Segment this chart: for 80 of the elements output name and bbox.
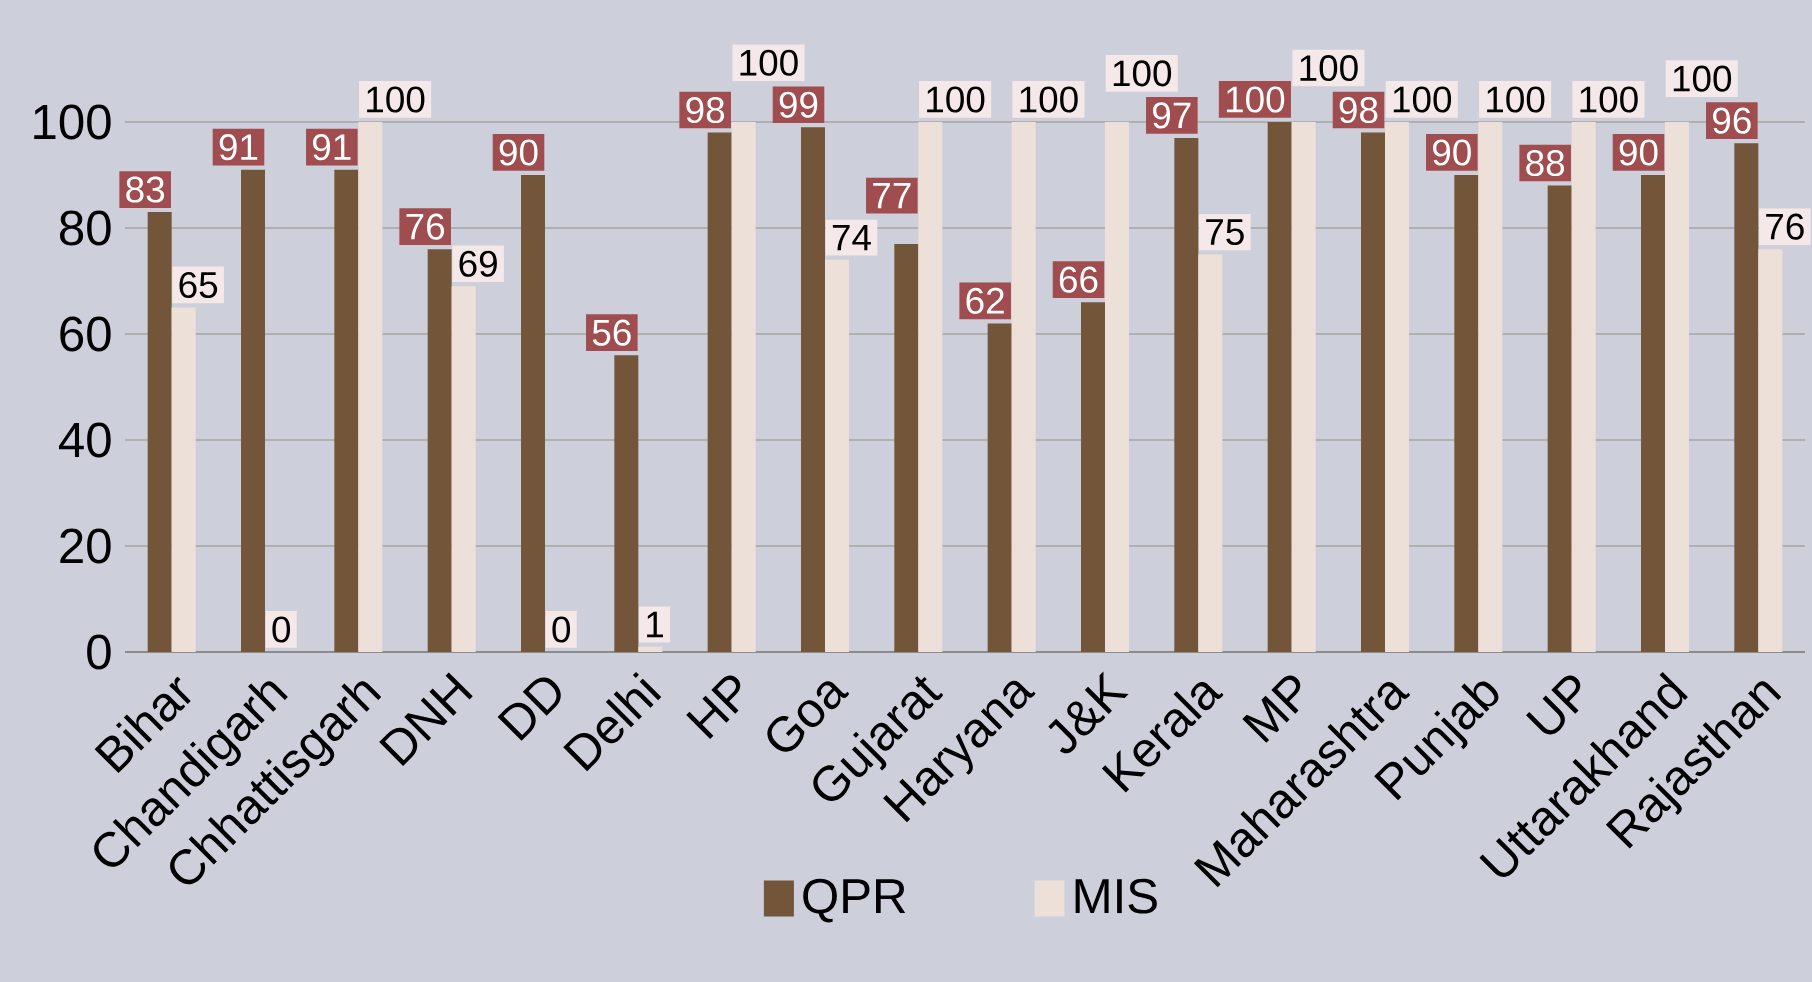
data-label: 100 [740, 49, 798, 76]
bar [1547, 185, 1572, 652]
data-label: 100 [1393, 86, 1452, 113]
data-label: 76 [406, 213, 445, 240]
data-label: 0 [552, 616, 571, 643]
legend-label: MIS [1075, 878, 1157, 914]
data-label: 99 [779, 91, 818, 118]
data-label: 56 [592, 319, 631, 346]
bar [638, 646, 663, 652]
legend-label: QPR [803, 878, 906, 923]
y-tick-label: 60 [60, 316, 111, 352]
bar [1665, 121, 1690, 652]
bar [171, 307, 196, 652]
bar [1361, 132, 1385, 652]
data-label: 100 [1580, 86, 1638, 113]
x-tick-label: DD [497, 677, 561, 741]
bar [1174, 137, 1199, 652]
bar [1291, 121, 1316, 652]
bar [1641, 174, 1665, 652]
bar [521, 174, 545, 652]
data-label: 66 [1059, 266, 1098, 293]
data-label: 100 [927, 86, 985, 113]
data-label: 1 [647, 611, 663, 638]
data-label: 91 [219, 134, 258, 161]
bar [1011, 121, 1036, 652]
bar [1478, 121, 1503, 652]
bar [894, 243, 919, 652]
bar [451, 286, 476, 652]
bar [987, 323, 1012, 652]
data-label: 76 [1766, 213, 1804, 240]
data-label: 100 [1226, 86, 1285, 113]
bar [1758, 249, 1783, 652]
bar [731, 121, 756, 652]
data-label: 69 [459, 250, 497, 277]
y-tick-label: 40 [58, 422, 111, 458]
bar [1571, 121, 1596, 652]
data-label: 0 [272, 616, 291, 643]
y-tick-label: 100 [34, 104, 111, 140]
data-label: 77 [873, 182, 911, 209]
bar [358, 121, 383, 652]
data-label: 98 [1339, 97, 1378, 124]
y-tick-label: 20 [60, 528, 111, 564]
data-label: 100 [1487, 86, 1545, 113]
data-label: 91 [313, 134, 351, 161]
bar [918, 121, 943, 652]
bar [147, 212, 172, 652]
bar [825, 259, 850, 652]
bar [1385, 121, 1410, 652]
data-label: 90 [1433, 139, 1471, 166]
data-label: 100 [1113, 60, 1172, 87]
data-label: 90 [499, 139, 538, 166]
data-label: 100 [1300, 54, 1358, 82]
bar [1081, 302, 1105, 652]
data-label: 98 [686, 97, 725, 124]
data-label: 62 [966, 287, 1004, 314]
bar [1267, 121, 1292, 652]
data-label: 100 [1020, 86, 1078, 113]
data-label: 96 [1713, 107, 1751, 134]
y-tick-label: 0 [87, 634, 111, 670]
data-label: 88 [1526, 149, 1565, 177]
bar [427, 249, 452, 652]
bar [614, 355, 639, 652]
data-label: 75 [1206, 219, 1244, 246]
bar [1198, 254, 1223, 652]
data-label: 100 [367, 86, 425, 113]
data-label: 65 [179, 271, 218, 299]
bar [334, 169, 359, 652]
x-tick-label: HP [686, 675, 741, 739]
bar [1454, 174, 1479, 652]
bar [241, 169, 265, 652]
bar [801, 127, 825, 652]
bar [1734, 143, 1759, 652]
data-label: 90 [1619, 139, 1658, 166]
data-label: 100 [1673, 65, 1732, 92]
data-label: 74 [832, 224, 871, 251]
bar [707, 132, 732, 652]
data-label: 83 [126, 176, 165, 203]
y-tick-label: 80 [60, 210, 111, 246]
bar [1105, 121, 1130, 652]
data-label: 97 [1153, 102, 1191, 129]
